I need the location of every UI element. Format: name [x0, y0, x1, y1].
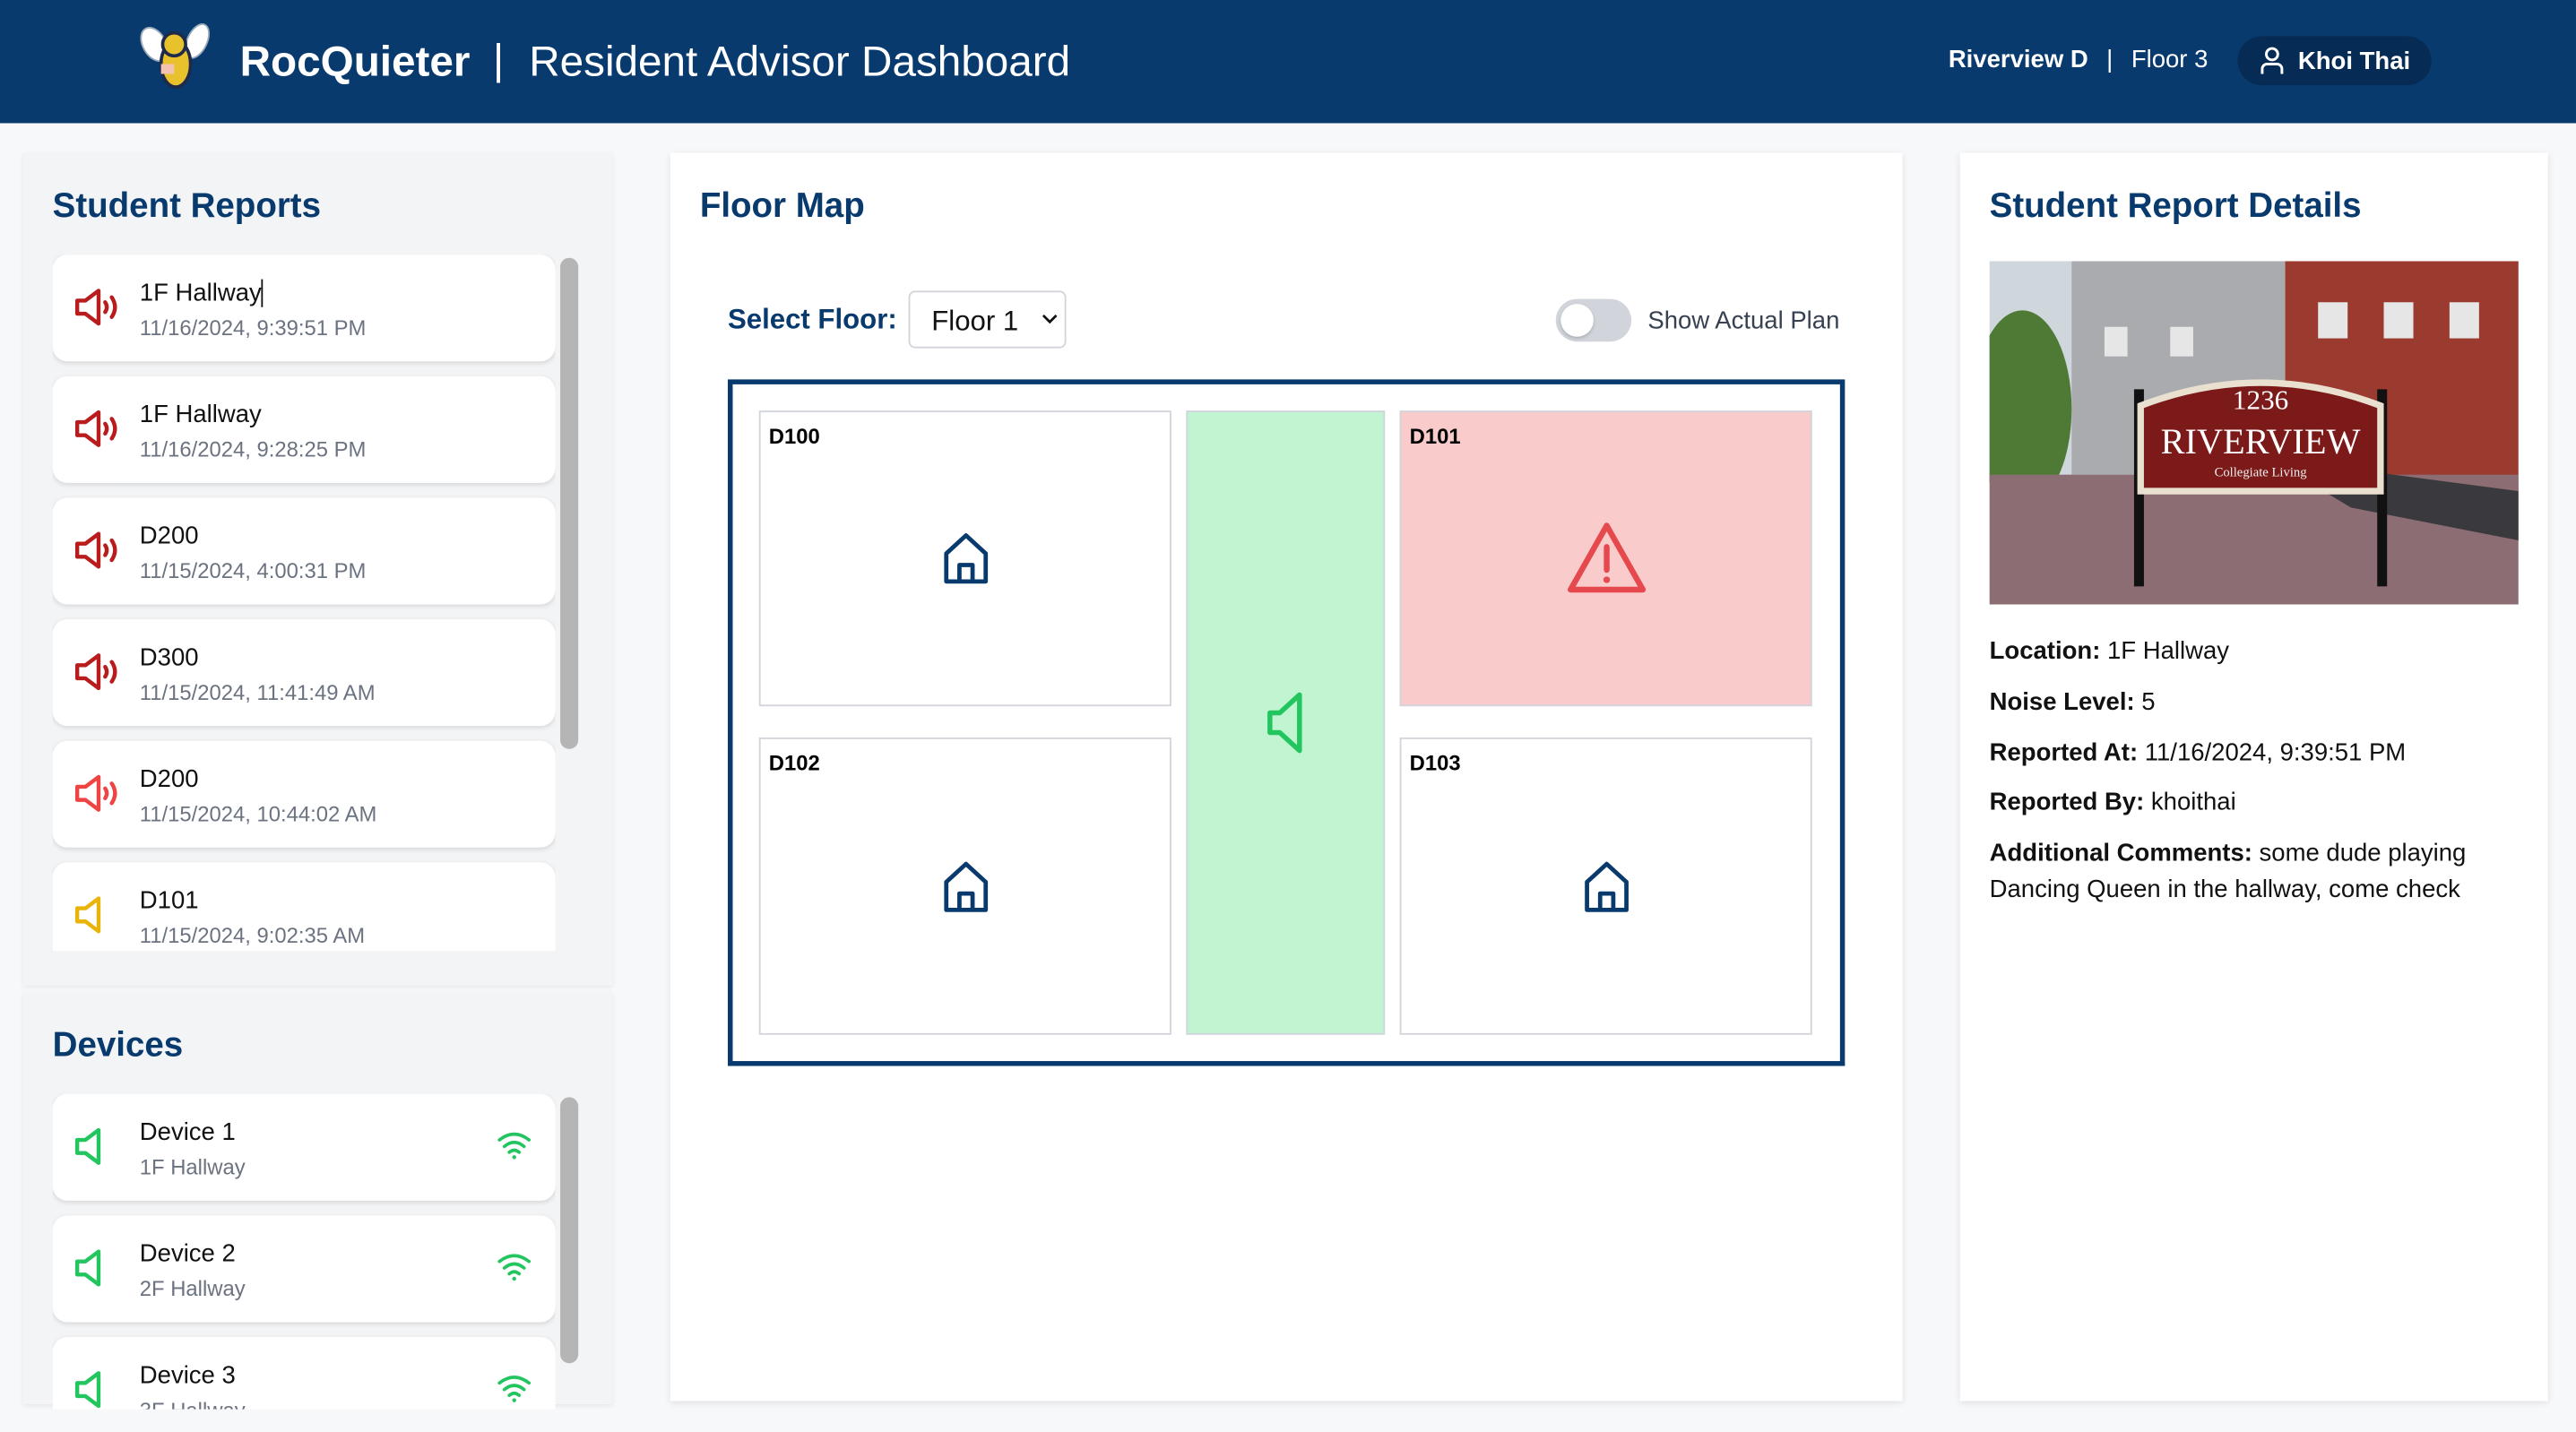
speaker-loud-icon	[73, 409, 119, 456]
student-reports-title: Student Reports	[52, 186, 322, 226]
select-floor-label: Select Floor:	[727, 304, 897, 335]
room-d103[interactable]: D103	[1399, 737, 1812, 1035]
floor-select-value: Floor 1	[931, 305, 1019, 337]
room-label: D103	[1409, 750, 1461, 776]
report-location: D101	[139, 886, 199, 915]
report-time: 11/16/2024, 9:39:51 PM	[139, 315, 367, 341]
detail-reported-at: Reported At: 11/16/2024, 9:39:51 PM	[1990, 736, 2516, 772]
app-title: Resident Advisor Dashboard	[529, 36, 1071, 86]
warning-icon	[1567, 522, 1646, 593]
photo-sign-number: 1236	[2233, 384, 2288, 415]
label: Location:	[1989, 637, 2101, 666]
devices-title: Devices	[52, 1026, 184, 1065]
report-location: D200	[139, 765, 199, 794]
report-location: 1F Hallway	[139, 279, 264, 307]
speaker-quiet-icon	[73, 1248, 119, 1296]
device-name: Device 1	[139, 1118, 236, 1147]
speaker-quiet-icon	[73, 1126, 119, 1174]
room-label: D101	[1409, 423, 1461, 449]
speaker-loud-icon	[73, 773, 119, 821]
speaker-quiet-icon	[73, 1370, 119, 1410]
detail-location: Location: 1F Hallway	[1990, 634, 2516, 669]
value: 5	[2141, 687, 2156, 717]
hallway[interactable]	[1186, 410, 1386, 1035]
speaker-quiet-icon	[1266, 692, 1301, 754]
device-item[interactable]: Device 3 3F Hallway	[52, 1336, 556, 1410]
value: khoithai	[2150, 788, 2236, 816]
report-item[interactable]: D200 11/15/2024, 4:00:31 PM	[52, 497, 556, 605]
value: 1F Hallway	[2107, 637, 2229, 666]
value: 11/16/2024, 9:39:51 PM	[2144, 738, 2407, 767]
report-location: D200	[139, 522, 199, 551]
report-item[interactable]: 1F Hallway 11/16/2024, 9:28:25 PM	[52, 375, 556, 483]
room-d101[interactable]: D101	[1399, 410, 1812, 707]
report-item[interactable]: D200 11/15/2024, 10:44:02 AM	[52, 740, 556, 848]
room-d102[interactable]: D102	[758, 737, 1171, 1035]
room-label: D102	[768, 750, 820, 776]
reports-scrollbar[interactable]	[560, 257, 579, 749]
report-item[interactable]: D101 11/15/2024, 9:02:35 AM	[52, 862, 556, 952]
value: some dude playing Dancing Queen in the h…	[1989, 839, 2467, 904]
user-icon	[2260, 47, 2284, 74]
report-location: 1F Hallway	[139, 401, 262, 429]
user-menu-button[interactable]: Khoi Thai	[2237, 36, 2432, 86]
hornet-mascot-logo	[140, 23, 210, 89]
toggle-knob	[1560, 304, 1594, 337]
report-time: 11/15/2024, 9:02:35 AM	[139, 923, 366, 948]
room-d100[interactable]: D100	[758, 410, 1171, 707]
location-indicator: Riverview D | Floor 3	[1949, 46, 2209, 73]
speaker-quiet-icon	[73, 895, 119, 943]
room-label: D100	[768, 423, 820, 449]
device-name: Device 2	[139, 1239, 236, 1268]
report-photo: 1236 RIVERVIEW Collegiate Living	[1989, 261, 2519, 605]
devices-list: Device 1 1F Hallway Device 2 2F Hallway …	[52, 1093, 556, 1410]
report-time: 11/16/2024, 9:28:25 PM	[139, 436, 367, 462]
device-item[interactable]: Device 2 2F Hallway	[52, 1215, 556, 1323]
wifi-icon	[497, 1130, 532, 1168]
floor-name: Floor 3	[2131, 46, 2209, 74]
wifi-icon	[497, 1252, 532, 1290]
report-item[interactable]: 1F Hallway 11/16/2024, 9:39:51 PM	[52, 254, 556, 362]
building-name: Riverview D	[1948, 46, 2088, 74]
label: Reported By:	[1989, 788, 2145, 816]
home-icon	[1584, 860, 1629, 911]
chevron-down-icon	[1042, 314, 1058, 324]
label: Noise Level:	[1989, 687, 2135, 717]
home-icon	[943, 860, 988, 911]
report-details-title: Student Report Details	[1989, 186, 2362, 226]
report-location: D300	[139, 643, 199, 672]
detail-reported-by: Reported By: khoithai	[1990, 785, 2516, 821]
report-time: 11/15/2024, 11:41:49 AM	[139, 679, 376, 705]
photo-sign-sub: Collegiate Living	[2215, 466, 2308, 480]
show-actual-plan-toggle[interactable]	[1555, 298, 1632, 342]
device-location: 3F Hallway	[140, 1398, 246, 1410]
photo-sign-name: RIVERVIEW	[2161, 421, 2361, 462]
brand-name: RocQuieter	[239, 36, 471, 86]
top-bar: RocQuieter | Resident Advisor Dashboard …	[0, 0, 2576, 124]
student-reports-list: 1F Hallway 11/16/2024, 9:39:51 PM 1F Hal…	[52, 254, 556, 952]
label: Reported At:	[1989, 738, 2139, 767]
speaker-loud-icon	[73, 288, 119, 335]
report-time: 11/15/2024, 10:44:02 AM	[139, 801, 377, 826]
label: Additional Comments:	[1989, 839, 2252, 867]
speaker-loud-icon	[73, 652, 119, 700]
device-location: 1F Hallway	[139, 1154, 246, 1180]
user-name: Khoi Thai	[2297, 47, 2411, 75]
device-location: 2F Hallway	[139, 1276, 246, 1301]
location-separator: |	[2106, 46, 2114, 74]
report-item[interactable]: D300 11/15/2024, 11:41:49 AM	[52, 619, 556, 727]
show-actual-plan-label: Show Actual Plan	[1647, 306, 1840, 335]
home-icon	[943, 533, 988, 584]
device-name: Device 3	[139, 1361, 236, 1390]
detail-comments: Additional Comments: some dude playing D…	[1990, 836, 2516, 909]
speaker-loud-icon	[73, 531, 119, 578]
title-separator: |	[492, 34, 505, 84]
devices-scrollbar[interactable]	[560, 1097, 579, 1364]
floor-map-title: Floor Map	[699, 186, 865, 226]
device-item[interactable]: Device 1 1F Hallway	[52, 1093, 556, 1201]
report-time: 11/15/2024, 4:00:31 PM	[139, 558, 367, 583]
floor-select[interactable]: Floor 1	[908, 290, 1067, 349]
wifi-icon	[497, 1373, 532, 1409]
detail-noise-level: Noise Level: 5	[1990, 685, 2516, 720]
